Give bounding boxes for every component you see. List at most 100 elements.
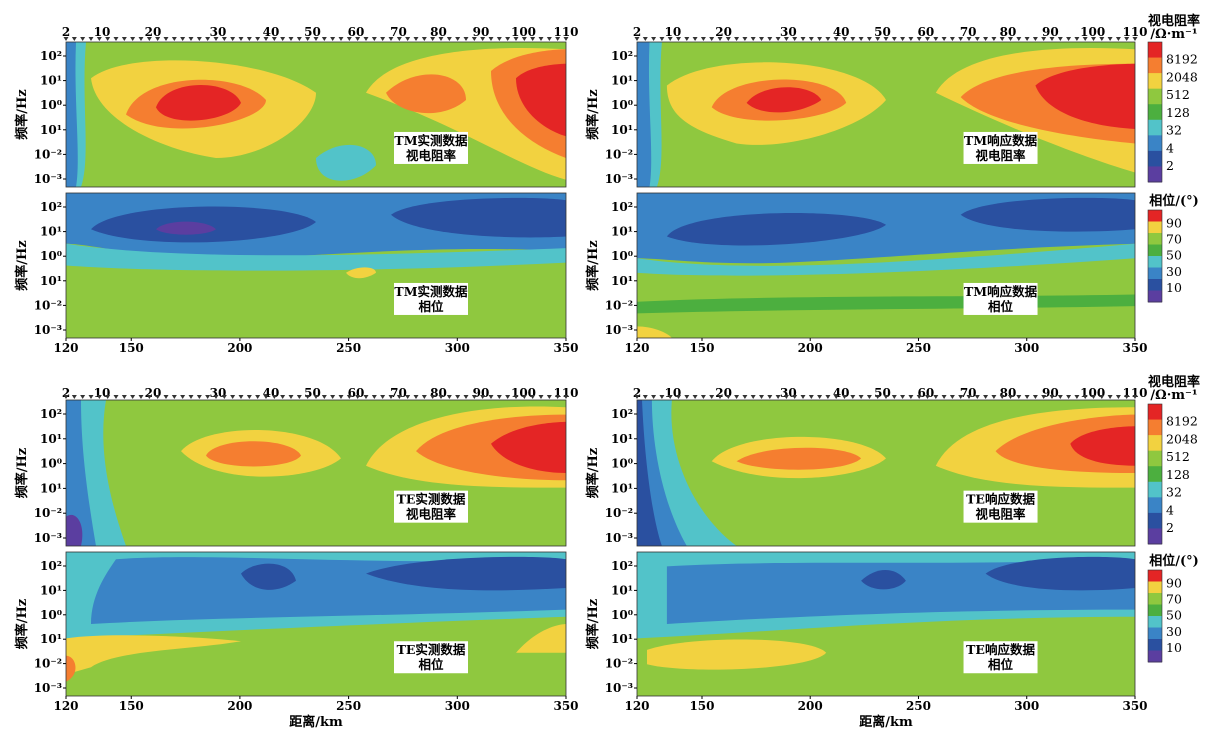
station-marker [1066,37,1072,41]
station-tick-label: 20 [715,386,732,400]
ytick-label: 10¹ [40,123,62,137]
station-marker [717,395,723,399]
plot-area [637,193,1135,338]
station-tick-label: 90 [473,386,490,400]
y-axis-label: 频率/Hz [585,89,601,139]
station-marker [88,395,94,399]
contour-region [156,221,216,235]
station-marker [446,37,452,41]
legend-tick-label: 32 [1166,485,1182,500]
station-tick-label: 50 [874,386,891,400]
station-marker [463,37,469,41]
station-marker [725,395,731,399]
station-marker [430,395,436,399]
station-marker [471,37,477,41]
y-axis-label: 频率/Hz [585,599,601,649]
contour-region [637,326,672,338]
station-tick-label: 80 [430,25,447,39]
station-marker [742,395,748,399]
station-tick-label: 60 [917,25,934,39]
contour-region [66,635,241,675]
legend-swatch [1148,290,1162,303]
station-marker [925,395,930,399]
xtick-label: 300 [445,341,470,355]
legend-tick-label: 70 [1166,592,1182,607]
contour-region [637,400,662,546]
station-marker [842,395,847,399]
station-tick-label: 2 [62,25,70,39]
xtick-label: 200 [798,699,823,713]
legend-title: 视电阻率 [1148,374,1200,390]
station-marker [255,37,261,41]
station-marker [205,37,211,41]
station-marker [438,395,444,399]
station-marker [717,37,723,41]
ytick-label: 10² [611,559,633,573]
station-marker [555,395,561,399]
station-marker [505,37,511,41]
station-marker [96,37,102,41]
panel-label-box [963,282,1038,315]
station-marker [171,395,177,399]
station-marker [546,37,552,41]
legend-swatch [1148,581,1162,594]
contour-region [66,514,83,546]
station-marker [825,395,831,399]
station-marker [146,395,152,399]
plot-area [637,42,1135,187]
station-tick-label: 80 [1000,25,1017,39]
panel-label-line2: 视电阻率 [976,148,1027,163]
panel-label-box [963,641,1038,674]
legend-swatch [1148,570,1162,582]
station-marker [88,37,94,41]
station-marker [238,37,244,41]
station-marker [246,37,252,41]
station-marker [488,395,494,399]
station-marker [355,395,361,399]
contour-region [386,74,466,114]
station-marker [280,37,286,41]
ytick-label: 10⁰ [40,249,62,263]
station-marker [463,395,469,399]
legend-tick-label: 90 [1166,576,1182,591]
legend-swatch [1148,404,1162,421]
station-marker [221,395,227,399]
ytick-label: 10¹ [611,274,633,288]
station-marker [346,37,352,41]
station-tick-label: 110 [553,25,578,39]
station-marker [371,395,377,399]
station-tick-label: 80 [1000,386,1017,400]
station-marker [883,37,889,41]
station-marker [767,37,773,41]
station-tick-label: 70 [960,386,977,400]
station-tick-label: 20 [145,25,162,39]
station-marker [538,37,544,41]
legend-title: 相位/(°) [1149,193,1199,209]
panel-label-box [963,131,1038,164]
station-marker [496,37,502,41]
station-marker [941,37,947,41]
station-tick-label: 100 [1080,25,1105,39]
ytick-label: 10¹ [611,481,633,495]
station-marker [1107,37,1113,41]
station-marker [1132,395,1138,399]
station-tick-label: 30 [780,25,797,39]
contour-region [637,42,652,187]
ytick-label: 10⁻² [605,657,633,671]
station-marker [767,395,773,399]
station-marker [1124,37,1130,41]
station-marker [817,395,823,399]
station-marker [709,395,715,399]
station-tick-label: 110 [1122,386,1147,400]
xtick-label: 350 [1122,341,1147,355]
legend-swatch [1148,166,1162,183]
station-marker [667,37,673,41]
panel-label-box [394,131,468,164]
xtick-label: 250 [336,341,361,355]
station-marker [105,37,111,41]
legend-tick-label: 10 [1166,280,1182,295]
ytick-label: 10⁻³ [34,323,62,337]
station-marker [1115,395,1121,399]
station-marker [71,37,77,41]
